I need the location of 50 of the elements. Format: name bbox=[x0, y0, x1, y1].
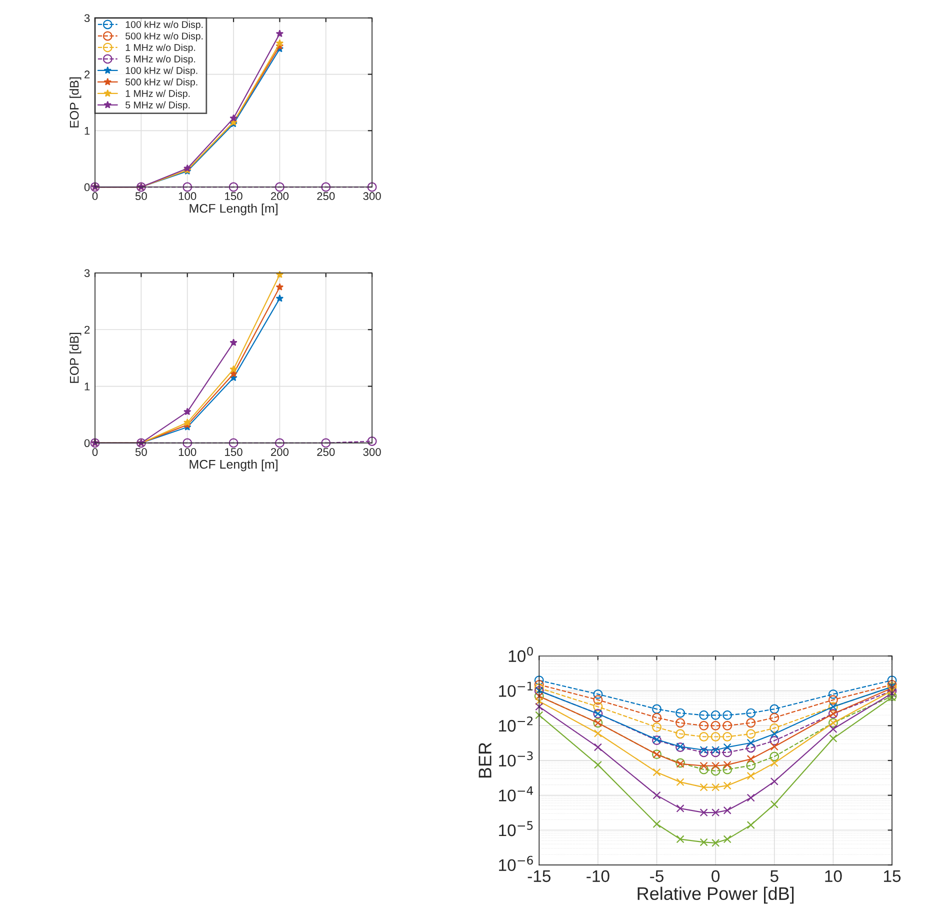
y-tick-label: 2 bbox=[84, 326, 90, 334]
y-tick-label: 1 bbox=[84, 382, 90, 390]
y-tick-label: 10$^{−6}$ bbox=[499, 856, 533, 872]
legend-label: 100 kHz w/ Disp. bbox=[126, 66, 198, 76]
y-tick-label: 10$^{−1}$ bbox=[499, 682, 533, 697]
y-tick-label: 10$^{−2}$ bbox=[499, 716, 533, 732]
x-axis-title: Relative Power [dB] bbox=[638, 886, 794, 904]
y-tick-label: 10$^{−5}$ bbox=[499, 821, 533, 836]
y-tick-label: 1 bbox=[84, 127, 90, 135]
x-tick-label: 150 bbox=[225, 448, 242, 456]
x-tick-label: 300 bbox=[363, 448, 381, 456]
legend-label: 1 MHz w/ Disp. bbox=[126, 90, 190, 99]
y-axis-title: BER bbox=[478, 742, 492, 778]
x-tick-label: -5 bbox=[650, 870, 664, 882]
legend-label: 5 MHz w/o Disp. bbox=[126, 55, 196, 64]
x-tick-label: -10 bbox=[586, 870, 610, 882]
x-tick-label: 50 bbox=[135, 448, 147, 456]
y-axis-title: EOP [dB] bbox=[70, 332, 82, 383]
x-tick-label: -15 bbox=[528, 870, 550, 882]
x-tick-label: 200 bbox=[271, 192, 289, 200]
legend-label: 500 kHz w/ Disp. bbox=[126, 78, 198, 88]
x-tick-label: 0 bbox=[92, 192, 98, 200]
y-tick-label: 3 bbox=[84, 14, 90, 22]
x-tick-label: 15 bbox=[884, 870, 901, 882]
y-axis-title: EOP [dB] bbox=[70, 77, 82, 128]
x-tick-label: 50 bbox=[135, 192, 147, 200]
legend-label: 500 kHz w/o Disp. bbox=[126, 32, 203, 42]
y-tick-label: 10$^{−3}$ bbox=[499, 751, 533, 767]
legend-label: 100 kHz w/o Disp. bbox=[126, 20, 203, 30]
y-tick-label: 2 bbox=[84, 70, 90, 78]
y-tick-label: 10$^{0}$ bbox=[508, 646, 533, 662]
y-tick-label: 10$^{−4}$ bbox=[499, 786, 534, 802]
x-axis-title: MCF Length [m] bbox=[190, 460, 278, 472]
x-tick-label: 250 bbox=[317, 192, 335, 200]
x-axis-title: MCF Length [m] bbox=[190, 204, 278, 216]
x-tick-label: 250 bbox=[317, 448, 335, 456]
x-tick-label: 10 bbox=[825, 870, 842, 882]
y-tick-label: 0 bbox=[84, 439, 90, 448]
x-tick-label: 100 bbox=[178, 192, 196, 200]
legend-label: 1 MHz w/o Disp. bbox=[126, 44, 196, 53]
x-tick-label: 0 bbox=[92, 448, 98, 456]
legend-label: 5 MHz w/ Disp. bbox=[126, 101, 190, 110]
x-tick-label: 0 bbox=[712, 870, 720, 882]
y-tick-label: 0 bbox=[84, 183, 90, 192]
x-tick-label: 5 bbox=[770, 870, 778, 882]
x-tick-label: 300 bbox=[363, 192, 381, 200]
y-tick-label: 3 bbox=[84, 269, 90, 278]
x-tick-label: 100 bbox=[178, 448, 196, 456]
x-tick-label: 150 bbox=[225, 192, 242, 200]
x-tick-label: 200 bbox=[271, 448, 289, 456]
